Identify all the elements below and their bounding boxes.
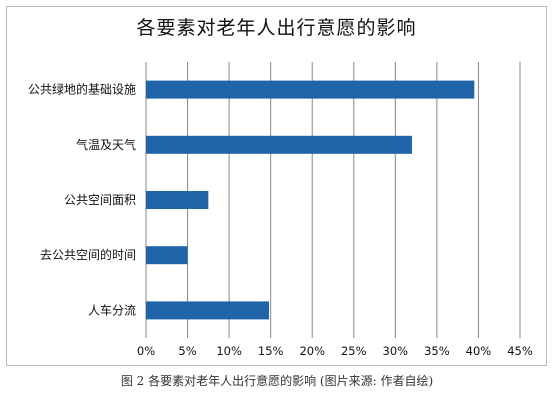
- chart-frame: [6, 6, 547, 366]
- tick-label-8: 40%: [466, 344, 492, 358]
- tick-label-7: 35%: [424, 344, 450, 358]
- tick-label-2: 10%: [216, 344, 242, 358]
- bar-1: [146, 135, 412, 154]
- tick-label-0: 0%: [137, 344, 155, 358]
- bar-2: [146, 191, 209, 209]
- category-label-1: 气温及天气: [76, 137, 136, 152]
- category-label-3: 去公共空间的时间: [40, 247, 136, 262]
- category-label-4: 人车分流: [88, 302, 136, 317]
- bar-3: [146, 246, 188, 265]
- category-label-0: 公共绿地的基础设施: [28, 82, 136, 97]
- chart-title: 各要素对老年人出行意愿的影响: [136, 17, 417, 39]
- tick-label-3: 15%: [258, 344, 284, 358]
- tick-label-6: 30%: [383, 344, 409, 358]
- tick-label-4: 20%: [299, 344, 325, 358]
- tick-label-9: 45%: [507, 344, 533, 358]
- figure-caption: 图 2 各要素对老年人出行意愿的影响 (图片来源: 作者自绘): [120, 374, 434, 388]
- tick-labels: 0% 5% 10% 15% 20% 25% 30% 35% 40% 45%: [137, 344, 533, 358]
- tick-label-1: 5%: [178, 344, 196, 358]
- tick-label-5: 25%: [341, 344, 367, 358]
- category-label-2: 公共空间面积: [64, 193, 136, 207]
- bars: [146, 80, 475, 320]
- bar-4: [146, 301, 270, 320]
- gridlines: [145, 62, 521, 338]
- bar-0: [146, 80, 475, 99]
